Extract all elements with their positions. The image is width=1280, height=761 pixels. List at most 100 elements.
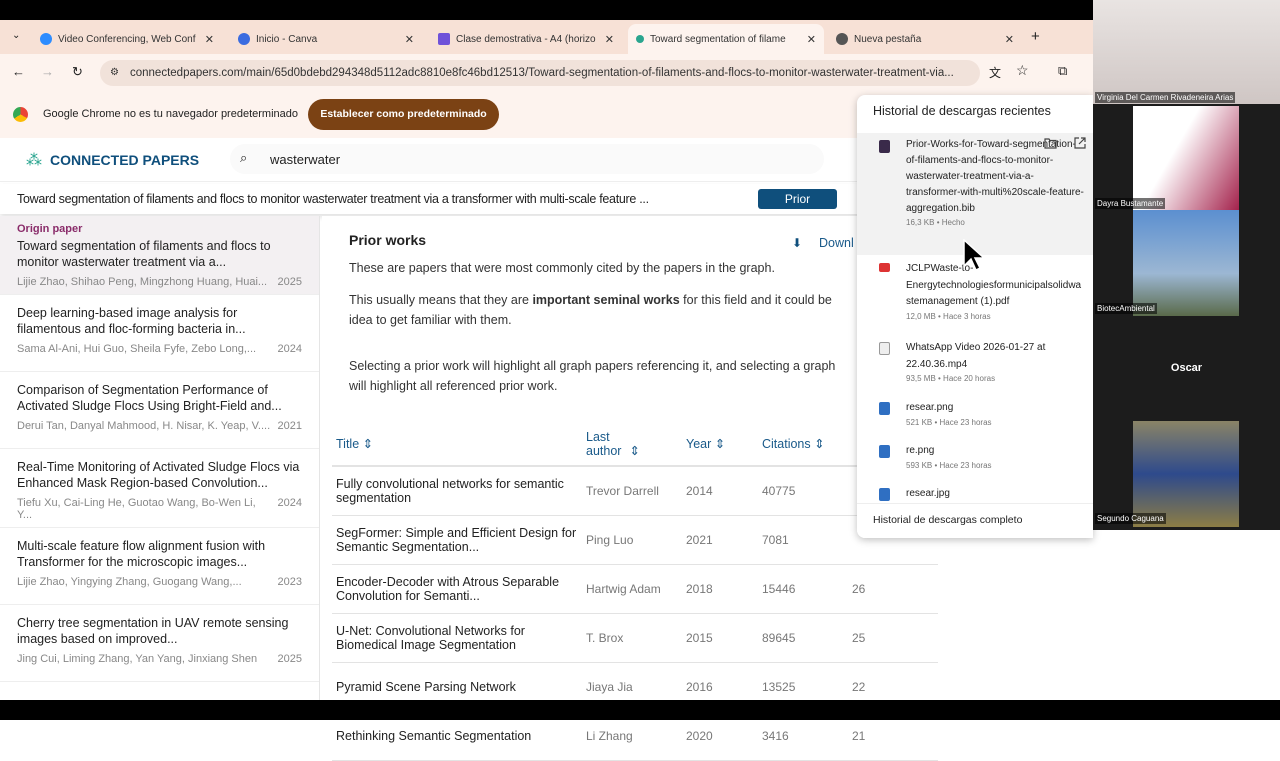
column-year[interactable]: Year ⇕ (682, 422, 758, 467)
column-last-author[interactable]: Last author ⇕ (582, 422, 682, 467)
list-item[interactable]: Real-Time Monitoring of Activated Sludge… (0, 449, 319, 528)
list-item[interactable]: Cherry tree segmentation in UAV remote s… (0, 605, 319, 682)
folder-icon[interactable] (1044, 138, 1057, 149)
bookmark-star-icon[interactable]: ☆ (1016, 62, 1029, 78)
participant-name: Oscar (1170, 362, 1203, 374)
tab-search-chevron-icon[interactable]: ⌄ (12, 30, 21, 41)
extensions-icon[interactable]: ⧉ (1058, 63, 1068, 78)
emphasis: important seminal works (532, 293, 680, 307)
image-file-icon (879, 402, 890, 415)
full-history-label: Historial de descargas completo (873, 514, 1023, 526)
tab-connected-papers[interactable]: Toward segmentation of filame ✕ (628, 24, 824, 54)
paper-title: Real-Time Monitoring of Activated Sludge… (17, 460, 300, 490)
participant-video (1133, 210, 1239, 316)
download-icon[interactable]: ⬇ (792, 236, 803, 250)
file-name: Prior-Works-for-Toward-segmentation-of-f… (906, 139, 1084, 214)
image-file-icon (879, 488, 890, 501)
mouse-cursor-icon (963, 239, 985, 271)
screen-top-border (0, 0, 1280, 20)
url-input[interactable]: ⚙ connectedpapers.com/main/65d0bdebd29434… (100, 60, 980, 86)
tab-zoom[interactable]: Video Conferencing, Web Conf ✕ (32, 24, 222, 54)
file-meta: 593 KB • Hace 23 horas (906, 460, 992, 470)
cell-citations: 15446 (758, 564, 848, 614)
image-file-icon (879, 445, 890, 458)
search-value: wasterwater (270, 152, 341, 167)
file-meta: 16,3 KB • Hecho (906, 218, 965, 227)
paper-list-sidebar: Origin paper Toward segmentation of fila… (0, 216, 320, 700)
participant-video (1133, 421, 1239, 527)
participant-name: Dayra Bustamante (1095, 198, 1166, 209)
sort-icon: ⇕ (714, 437, 726, 451)
site-info-icon[interactable]: ⚙ (110, 67, 119, 78)
origin-label: Origin paper (17, 223, 83, 235)
origin-paper-item[interactable]: Origin paper Toward segmentation of fila… (0, 216, 319, 295)
back-icon[interactable]: ← (12, 64, 25, 79)
panel-heading: Prior works (349, 232, 427, 248)
list-item[interactable]: Comparison of Segmentation Performance o… (0, 372, 319, 449)
connected-papers-logo-icon: ⁂ (26, 152, 42, 169)
paper-authors: Jing Cui, Liming Zhang, Yan Yang, Jinxia… (17, 653, 258, 665)
paper-year: 2025 (277, 653, 302, 665)
tab-label: Toward segmentation of filame (650, 33, 786, 45)
paper-year: 2025 (277, 276, 302, 288)
download-item[interactable]: resear.jpg (857, 486, 1093, 503)
close-icon[interactable]: ✕ (204, 33, 214, 46)
table-row[interactable]: Encoder-Decoder with Atrous Separable Co… (332, 564, 938, 614)
download-link[interactable]: Downl (819, 236, 854, 250)
file-name: resear.png (906, 402, 954, 413)
header-label: Citations (762, 437, 811, 451)
cell-graph-citations: 25 (848, 613, 938, 663)
file-name: WhatsApp Video 2026-01-27 at 22.40.36.mp… (906, 342, 1046, 370)
tab-slides[interactable]: Clase demostrativa - A4 (horizo ✕ (430, 24, 622, 54)
download-item[interactable]: JCLPWaste-to-Energytechnologiesformunici… (857, 261, 1093, 321)
cell-year: 2018 (682, 564, 758, 614)
download-item[interactable]: re.png 593 KB • Hace 23 horas (857, 443, 1093, 470)
prior-works-panel: Prior works ⬇ Downl These are papers tha… (322, 216, 958, 761)
logo-text[interactable]: CONNECTED PAPERS (50, 152, 200, 168)
table-row[interactable]: SegFormer: Simple and Efficient Design f… (332, 515, 938, 565)
slides-icon (438, 33, 450, 45)
file-meta: 93,5 MB • Hace 20 horas (906, 374, 996, 383)
paper-authors: Lijie Zhao, Yingying Zhang, Guogang Wang… (17, 576, 242, 588)
description-3: Selecting a prior work will highlight al… (349, 359, 836, 393)
search-input[interactable]: ⌕ wasterwater (230, 144, 824, 174)
paper-title: Toward segmentation of filaments and flo… (17, 192, 649, 206)
paper-authors: Tiefu Xu, Cai-Ling He, Guotao Wang, Bo-W… (17, 497, 256, 521)
tab-bar: ⌄ Video Conferencing, Web Conf ✕ Inicio -… (0, 20, 1093, 54)
close-icon[interactable]: ✕ (806, 33, 816, 46)
column-citations[interactable]: Citations ⇕ (758, 422, 848, 467)
column-title[interactable]: Title ⇕ (332, 422, 582, 467)
bib-file-icon (879, 140, 890, 153)
cell-last-author: T. Brox (582, 613, 682, 663)
reload-icon[interactable]: ↻ (72, 64, 83, 79)
list-item[interactable]: Deep learning-based image analysis for f… (0, 295, 319, 372)
table-row[interactable]: Fully convolutional networks for semanti… (332, 466, 938, 516)
full-history-link[interactable]: Historial de descargas completo (857, 503, 1093, 538)
sort-icon: ⇕ (814, 437, 825, 451)
list-item[interactable]: Multi-scale feature flow alignment fusio… (0, 528, 319, 605)
cell-title: Encoder-Decoder with Atrous Separable Co… (332, 564, 582, 614)
download-item[interactable]: WhatsApp Video 2026-01-27 at 22.40.36.mp… (857, 340, 1093, 383)
forward-icon[interactable]: → (41, 64, 54, 79)
tab-canva[interactable]: Inicio - Canva ✕ (230, 24, 422, 54)
paper-title: Deep learning-based image analysis for f… (17, 306, 246, 336)
paper-title: Comparison of Segmentation Performance o… (17, 383, 282, 413)
tab-label: Video Conferencing, Web Conf (58, 33, 196, 45)
close-icon[interactable]: ✕ (1004, 33, 1014, 46)
download-item[interactable]: resear.png 521 KB • Hace 23 horas (857, 400, 1093, 427)
prior-works-button[interactable]: Prior (758, 189, 837, 209)
download-item[interactable]: Prior-Works-for-Toward-segmentation-of-f… (857, 133, 1093, 255)
header-label: Year (686, 437, 712, 451)
translate-icon[interactable]: 文 (989, 66, 1002, 80)
new-tab-icon[interactable]: + (1031, 28, 1040, 45)
cell-title: SegFormer: Simple and Efficient Design f… (332, 515, 582, 565)
close-icon[interactable]: ✕ (604, 33, 614, 46)
tab-new-tab[interactable]: Nueva pestaña ✕ (828, 24, 1022, 54)
open-external-icon[interactable] (1074, 137, 1086, 149)
close-icon[interactable]: ✕ (404, 33, 414, 46)
video-call-panel: Virginia Del Carmen Rivadeneira Arias Da… (1093, 0, 1280, 530)
set-default-button[interactable]: Establecer como predeterminado (308, 99, 499, 130)
cell-last-author: Trevor Darrell (582, 466, 682, 516)
table-row[interactable]: U-Net: Convolutional Networks for Biomed… (332, 613, 938, 663)
sort-icon: ⇕ (629, 443, 640, 458)
